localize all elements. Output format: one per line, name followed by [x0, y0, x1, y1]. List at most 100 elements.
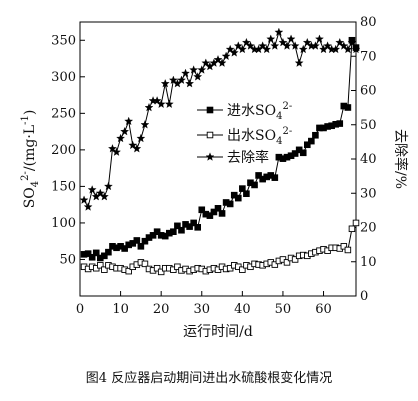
series-1-point: [210, 208, 218, 216]
series-3-point: [156, 99, 166, 108]
series-2-point: [239, 266, 246, 273]
series-2-point: [125, 267, 132, 275]
y-left-tick-label: 150: [51, 179, 76, 194]
y-right-tick-label: 20: [360, 221, 377, 236]
y-right-tick-label: 30: [360, 186, 377, 201]
series-3-point: [140, 120, 150, 129]
legend-marker-2: [206, 131, 214, 139]
series-2-point: [348, 225, 356, 233]
axis-labels: 运行时间/d SO42-/(mg·L-1) 去除率/%: [20, 110, 409, 340]
series-1-point: [178, 226, 185, 234]
y-left-tick-label: 350: [51, 33, 76, 48]
series-1-point: [198, 206, 206, 214]
series-3-point: [120, 126, 130, 136]
series-3-point: [164, 99, 174, 108]
series-1-point: [214, 205, 222, 212]
y-right-tick-label: 0: [360, 289, 368, 304]
series-3-point: [233, 41, 243, 50]
legend-label-1: 进水SO42-: [227, 101, 292, 122]
series-3-point: [242, 37, 251, 47]
series-3-point: [302, 37, 312, 47]
series-3-point: [83, 202, 93, 211]
legend: 进水SO42- 出水SO42- 去除率: [197, 101, 292, 166]
series-3-point: [278, 37, 288, 47]
x-tick-label: 60: [315, 302, 332, 317]
series-1-point: [194, 224, 202, 231]
series-2-point: [283, 259, 291, 266]
series-3-point: [124, 116, 134, 126]
series-1-line: [83, 38, 357, 259]
series-2-point: [157, 268, 165, 276]
series-1-point: [344, 104, 352, 111]
series-3-point: [201, 58, 211, 67]
x-tick-label: 30: [193, 302, 210, 317]
x-tick-label: 20: [153, 302, 170, 317]
series-3-point: [294, 58, 304, 67]
y-right-tick-label: 10: [360, 255, 377, 270]
series-3-point: [229, 48, 239, 57]
series-3-point: [152, 96, 162, 105]
series-2-point: [101, 266, 108, 273]
series-3-point: [112, 147, 121, 156]
series-layer: [79, 27, 361, 276]
x-tick-label: 40: [234, 302, 251, 317]
series-2-point: [97, 262, 104, 269]
series-1-point: [206, 212, 214, 219]
series-3-point: [282, 41, 292, 50]
series-2-point: [271, 261, 279, 268]
series-1-point: [186, 223, 193, 230]
series-1: [80, 36, 360, 262]
series-3-point: [108, 144, 117, 153]
series-3-point: [262, 44, 272, 54]
series-3-point: [197, 65, 207, 74]
y-right-tick-label: 40: [360, 152, 377, 167]
series-3-point: [274, 27, 284, 37]
series-3-point: [213, 55, 223, 64]
series-3-point: [132, 144, 142, 153]
series-3-point: [189, 65, 199, 74]
series-3-point: [266, 34, 276, 43]
series-1-point: [226, 200, 234, 208]
legend-label-3: 去除率: [227, 149, 269, 166]
series-3-point: [323, 41, 332, 50]
series-2: [80, 219, 360, 276]
y-right-tick-label: 70: [360, 49, 377, 64]
series-1-point: [243, 190, 250, 198]
series-3-point: [331, 44, 341, 54]
series-1-point: [291, 150, 299, 157]
series-3-point: [87, 185, 97, 194]
series-2-point: [153, 264, 161, 272]
series-3-point: [335, 37, 345, 47]
series-3-point: [311, 41, 320, 50]
figure-caption: 图4 反应器启动期间进出水硫酸根变化情况: [86, 370, 332, 386]
y-left-tick-label: 50: [59, 252, 76, 267]
legend-marker-1: [206, 106, 214, 114]
y-left-tick-label: 100: [51, 216, 76, 231]
series-1-point: [336, 120, 344, 127]
series-3-point: [160, 79, 170, 88]
series-3-point: [128, 140, 138, 150]
series-1-point: [133, 237, 141, 244]
series-1-point: [121, 245, 128, 252]
series-1-point: [141, 237, 149, 245]
series-3-point: [136, 133, 146, 143]
y-left-tick-label: 250: [51, 106, 76, 121]
y-right-axis-label: 去除率/%: [392, 129, 409, 189]
series-1-point: [312, 131, 319, 139]
y-right-tick-label: 50: [360, 118, 377, 133]
series-1-point: [239, 185, 246, 192]
series-1-point: [303, 141, 311, 149]
series-1-point: [101, 252, 108, 260]
series-3: [79, 27, 361, 211]
series-3-point: [221, 51, 231, 60]
series-3-point: [116, 133, 125, 143]
y-left-tick-label: 300: [51, 70, 76, 85]
y-left-axis-label: SO42-/(mg·L-1): [20, 110, 41, 209]
series-3-point: [246, 41, 255, 50]
series-2-point: [141, 260, 149, 268]
legend-label-2: 出水SO42-: [227, 126, 292, 147]
series-3-point: [225, 44, 235, 54]
series-2-point: [174, 263, 181, 271]
series-1-point: [299, 149, 307, 157]
